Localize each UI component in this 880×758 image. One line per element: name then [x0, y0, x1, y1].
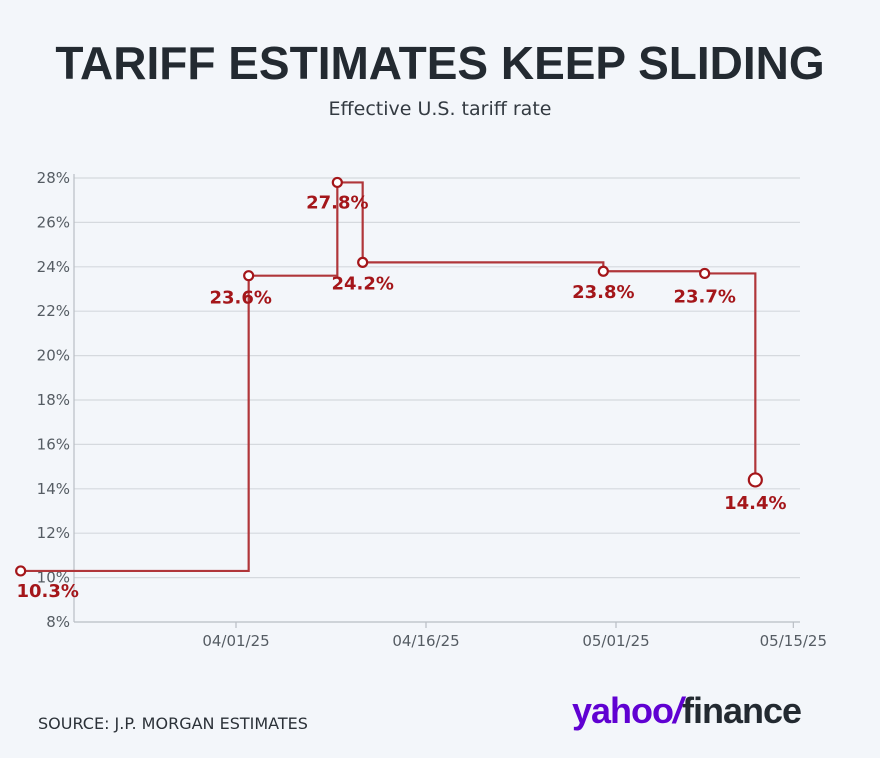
- chart-subtitle: Effective U.S. tariff rate: [328, 98, 552, 120]
- data-point: [357, 256, 369, 268]
- data-point: [331, 176, 343, 189]
- data-label: 10.3%: [16, 581, 78, 602]
- y-tick-label: 22%: [37, 302, 70, 320]
- chart-title: TARIFF ESTIMATES KEEP SLIDING: [55, 37, 825, 89]
- data-label: 14.4%: [724, 493, 786, 514]
- y-tick-label: 12%: [37, 524, 70, 542]
- x-tick-label: 05/01/25: [582, 632, 649, 650]
- data-point: [699, 267, 711, 280]
- y-tick-label: 8%: [46, 613, 70, 631]
- data-point: [747, 472, 763, 488]
- y-tick-label: 16%: [37, 435, 70, 453]
- x-tick-label: 05/15/25: [760, 632, 827, 650]
- y-tick-label: 26%: [37, 213, 70, 231]
- grid-lines: [74, 177, 800, 623]
- data-labels: 10.3% 23.6% 27.8% 24.2% 23.8% 23.7% 14.4%: [16, 192, 786, 602]
- y-tick-label: 10%: [37, 569, 70, 587]
- y-tick-label: 20%: [37, 347, 70, 365]
- data-points: [15, 176, 763, 577]
- axes: 8% 10% 12% 14% 16% 18% 20% 22% 24% 26% 28% 04/01/25…: [37, 169, 827, 650]
- x-tick-label: 04/16/25: [392, 632, 459, 650]
- data-label: 23.6%: [209, 288, 271, 309]
- y-tick-label: 18%: [37, 391, 70, 409]
- data-label: 23.7%: [673, 286, 735, 307]
- x-tick-label: 04/01/25: [202, 632, 269, 650]
- source-note: SOURCE: J.P. MORGAN ESTIMATES: [38, 714, 308, 733]
- data-point: [243, 270, 255, 282]
- data-label: 27.8%: [306, 192, 368, 213]
- data-label: 24.2%: [331, 273, 393, 294]
- y-tick-label: 14%: [37, 480, 70, 498]
- yahoo-finance-logo: yahoo/finance: [572, 690, 802, 731]
- data-point: [597, 265, 609, 277]
- step-line: [20, 181, 757, 573]
- data-label: 23.8%: [572, 282, 634, 303]
- y-tick-label: 24%: [37, 258, 70, 276]
- series-line: [20, 181, 757, 573]
- data-point: [15, 565, 27, 577]
- y-tick-label: 28%: [37, 169, 70, 187]
